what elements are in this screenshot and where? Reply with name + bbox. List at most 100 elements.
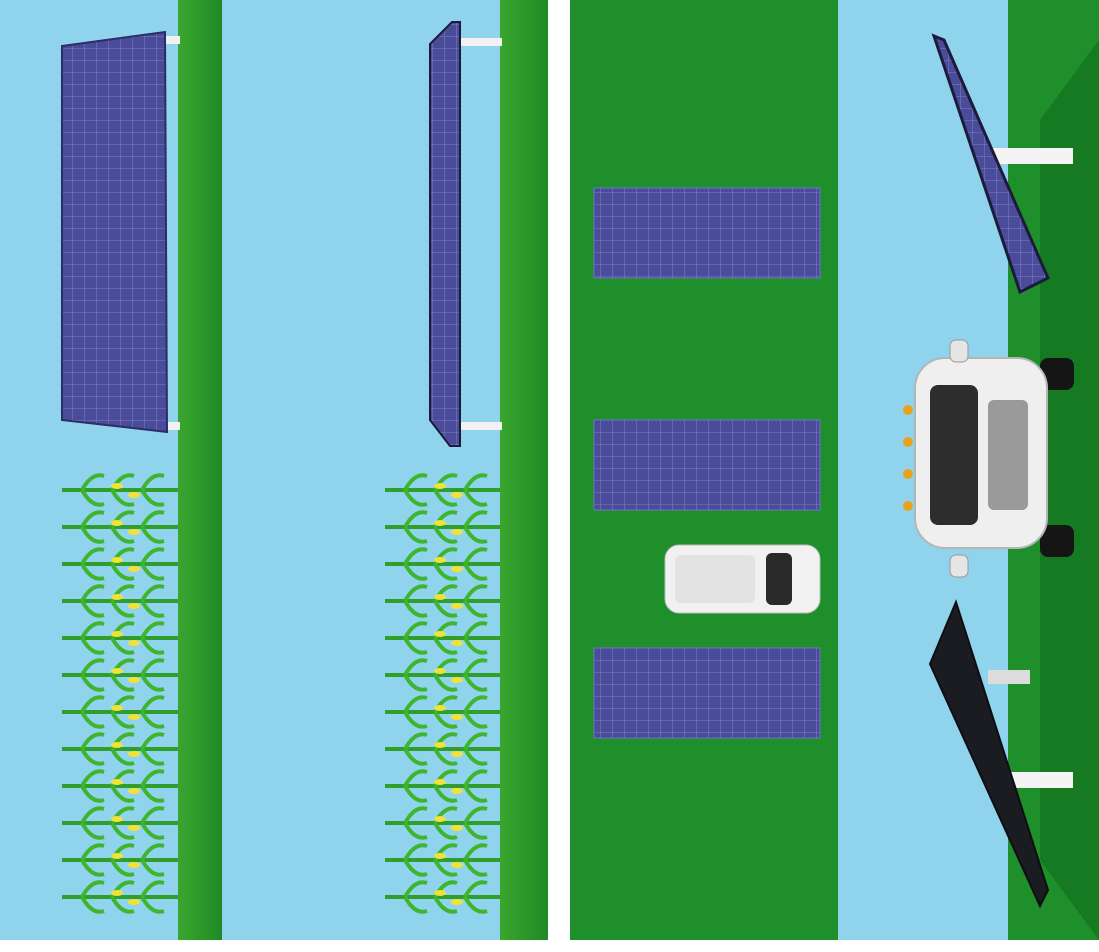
corn-cob <box>451 492 463 498</box>
corn-plant <box>62 584 178 618</box>
corn-cob <box>451 640 463 646</box>
corn-leaf <box>463 769 488 803</box>
corn-plant <box>385 843 500 877</box>
corn-cob <box>128 529 140 535</box>
corn-cob <box>451 788 463 794</box>
panel-post <box>458 38 502 46</box>
corn-cob <box>451 603 463 609</box>
corn-plant <box>62 473 178 507</box>
corn-plant <box>385 880 500 914</box>
corn-cob <box>128 566 140 572</box>
corn-leaf <box>403 510 428 544</box>
corn-leaf <box>463 806 488 840</box>
corn-cob <box>434 520 446 526</box>
corn-row <box>62 473 178 914</box>
corn-cob <box>434 557 446 563</box>
corn-leaf <box>403 547 428 581</box>
corn-leaf <box>80 695 105 729</box>
corn-leaf <box>463 732 488 766</box>
corn-cob <box>111 705 123 711</box>
corn-leaf <box>140 547 165 581</box>
corn-plant <box>62 547 178 581</box>
corn-cob <box>111 631 123 637</box>
corn-leaf <box>463 621 488 655</box>
corn-cob <box>128 492 140 498</box>
corn-leaf <box>140 769 165 803</box>
corn-cob <box>111 594 123 600</box>
corn-leaf <box>140 658 165 692</box>
corn-leaf <box>80 806 105 840</box>
corn-plant <box>62 843 178 877</box>
corn-cob <box>451 677 463 683</box>
corn-cob <box>111 890 123 896</box>
corn-plant <box>385 658 500 692</box>
corn-cob <box>434 483 446 489</box>
corn-cob <box>111 742 123 748</box>
corn-cob <box>111 816 123 822</box>
corn-cob <box>128 714 140 720</box>
corn-plant <box>385 732 500 766</box>
corn-leaf <box>140 695 165 729</box>
corn-leaf <box>403 473 428 507</box>
bottom-margin <box>0 940 1099 952</box>
car-windshield <box>766 553 792 605</box>
corn-cob <box>128 862 140 868</box>
corn-cob <box>434 742 446 748</box>
truck-light <box>903 405 913 415</box>
corn-cob <box>111 557 123 563</box>
truck <box>903 339 1074 578</box>
corn-cob <box>111 779 123 785</box>
corn-leaf <box>463 695 488 729</box>
panel-post <box>165 36 180 44</box>
corn-leaf <box>80 732 105 766</box>
corn-leaf <box>403 769 428 803</box>
corn-leaf <box>403 880 428 914</box>
divider <box>548 0 570 952</box>
truck-windshield <box>930 385 978 525</box>
corn-plant <box>62 510 178 544</box>
truck-wheel <box>1040 358 1074 390</box>
corn-leaf <box>403 658 428 692</box>
corn-cob <box>451 862 463 868</box>
corn-leaf <box>403 843 428 877</box>
corn-cob <box>451 825 463 831</box>
corn-plant <box>385 584 500 618</box>
grass-strip <box>178 0 222 940</box>
panel-post <box>458 422 502 430</box>
corn-leaf <box>463 843 488 877</box>
corn-leaf <box>140 843 165 877</box>
corn-leaf <box>80 510 105 544</box>
corn-leaf <box>80 880 105 914</box>
car-small <box>664 544 821 614</box>
corn-plant <box>62 769 178 803</box>
corn-leaf <box>140 732 165 766</box>
corn-leaf <box>463 473 488 507</box>
grass-strip <box>500 0 548 940</box>
solar-panel-flat <box>593 647 821 739</box>
corn-cob <box>451 899 463 905</box>
corn-leaf <box>140 473 165 507</box>
corn-leaf <box>403 732 428 766</box>
corn-cob <box>434 631 446 637</box>
corn-cob <box>451 566 463 572</box>
corn-leaf <box>403 695 428 729</box>
corn-leaf <box>403 584 428 618</box>
corn-leaf <box>403 621 428 655</box>
corn-leaf <box>80 621 105 655</box>
corn-cob <box>111 483 123 489</box>
solar-panel-flat <box>593 419 821 511</box>
corn-leaf <box>80 473 105 507</box>
corn-leaf <box>140 880 165 914</box>
corn-plant <box>385 621 500 655</box>
corn-cob <box>434 779 446 785</box>
corn-leaf <box>463 510 488 544</box>
truck-light <box>903 469 913 479</box>
truck-light <box>903 501 913 511</box>
solar-panel-flat <box>593 187 821 279</box>
corn-leaf <box>80 547 105 581</box>
corn-cob <box>128 603 140 609</box>
corn-leaf <box>463 658 488 692</box>
car-bed <box>675 555 755 603</box>
corn-plant <box>62 732 178 766</box>
